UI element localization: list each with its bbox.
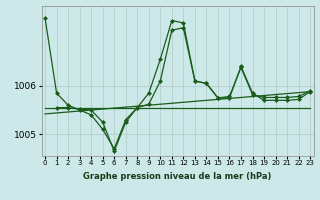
X-axis label: Graphe pression niveau de la mer (hPa): Graphe pression niveau de la mer (hPa) (84, 172, 272, 181)
